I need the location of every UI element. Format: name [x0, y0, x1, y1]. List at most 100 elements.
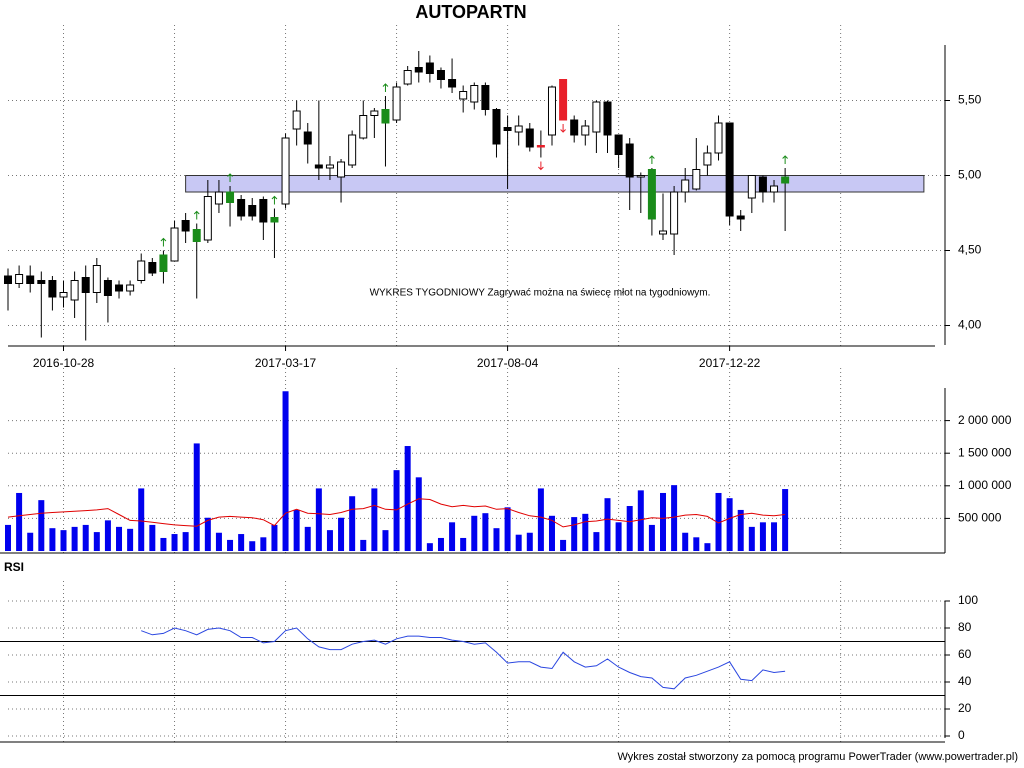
candle-body: [4, 275, 12, 284]
candle-body: [248, 205, 257, 217]
volume-bar: [604, 498, 611, 551]
volume-bar: [5, 524, 11, 551]
candle-body: [592, 101, 601, 133]
volume-bar: [16, 492, 23, 551]
candle-body: [492, 109, 501, 145]
x-tick-label: 2017-03-17: [255, 356, 317, 370]
volume-bar: [449, 522, 456, 551]
support-band: [185, 175, 925, 193]
volume-bar: [204, 517, 211, 551]
signal-arrow: [160, 237, 167, 247]
signal-arrow: [782, 155, 788, 164]
volume-bar: [748, 526, 755, 551]
candle-body: [448, 79, 457, 88]
candle-body: [181, 220, 190, 232]
volume-bar: [737, 509, 744, 551]
volume-bar: [537, 488, 544, 551]
candle-body: [559, 79, 568, 121]
candle-body: [547, 86, 556, 136]
volume-bar: [415, 477, 422, 551]
candle-body: [115, 284, 124, 292]
candle-body: [414, 67, 423, 73]
volume-bar: [682, 532, 689, 551]
candle-body: [514, 125, 523, 133]
volume-bar: [93, 532, 100, 551]
candle-body: [37, 280, 46, 284]
volume-bar: [471, 515, 478, 551]
candle-body: [647, 169, 656, 220]
candle-body: [159, 254, 168, 272]
volume-bar: [371, 488, 378, 551]
volume-bar: [437, 537, 444, 551]
candle-body: [703, 152, 712, 166]
candle-body: [736, 215, 745, 220]
volume-bar: [338, 517, 345, 551]
candle-body: [714, 122, 723, 154]
volume-bar: [104, 520, 111, 551]
volume-bar: [548, 515, 555, 551]
volume-bar: [293, 509, 300, 551]
candle-body: [92, 265, 101, 293]
y-tick-label: 80: [958, 620, 972, 634]
volume-bar: [693, 537, 700, 551]
volume-bar: [116, 526, 123, 551]
candle-body: [359, 115, 368, 139]
candle-body: [603, 101, 612, 136]
volume-bar: [426, 543, 433, 551]
candle-body: [692, 169, 701, 190]
volume-bar: [582, 513, 589, 551]
volume-bar: [160, 537, 167, 551]
y-tick-label: 1 500 000: [958, 445, 1012, 459]
volume-bar: [671, 485, 678, 551]
candle-body: [226, 191, 235, 203]
volume-bar: [571, 517, 578, 551]
volume-bar: [171, 534, 178, 551]
candle-body: [137, 260, 146, 281]
volume-bar: [27, 532, 34, 551]
candle-body: [625, 143, 634, 178]
candle-body: [581, 125, 590, 136]
volume-bar: [648, 524, 655, 551]
candle-body: [570, 119, 579, 136]
volume-bar: [138, 488, 145, 551]
candle-body: [337, 161, 346, 178]
y-tick-label: 500 000: [958, 511, 1002, 525]
line-series: [141, 627, 786, 690]
x-tick-label: 2017-08-04: [477, 356, 539, 370]
volume-bar: [38, 500, 45, 551]
volume-bar: [304, 526, 311, 551]
candle-body: [48, 280, 57, 298]
signal-arrow: [271, 195, 278, 205]
volume-bar: [637, 490, 644, 551]
volume-bar: [393, 470, 400, 551]
line-series: [7, 498, 786, 528]
volume-bar: [404, 446, 411, 551]
volume-bar: [127, 528, 134, 551]
volume-bar: [360, 539, 367, 551]
candle-body: [126, 284, 135, 292]
volume-bar: [782, 489, 789, 551]
volume-bar: [260, 537, 267, 551]
candle-body: [292, 110, 301, 130]
candle-body: [614, 134, 623, 155]
volume-bar: [238, 534, 245, 551]
y-tick-label: 4,00: [958, 318, 982, 332]
candle-body: [192, 229, 201, 242]
candle-body: [381, 109, 390, 124]
candle-body: [470, 85, 479, 103]
candle-body: [325, 164, 334, 169]
y-tick-label: 20: [958, 701, 972, 715]
candle-body: [681, 179, 690, 193]
candle-body: [525, 128, 534, 148]
volume-bar: [615, 522, 622, 551]
volume-bar: [71, 526, 78, 551]
volume-bar: [182, 532, 189, 551]
volume-bar: [504, 507, 511, 551]
volume-bar: [715, 492, 722, 551]
volume-bar: [349, 496, 356, 551]
candle-body: [348, 134, 357, 166]
candle-body: [725, 122, 734, 217]
candle-body: [659, 230, 668, 235]
